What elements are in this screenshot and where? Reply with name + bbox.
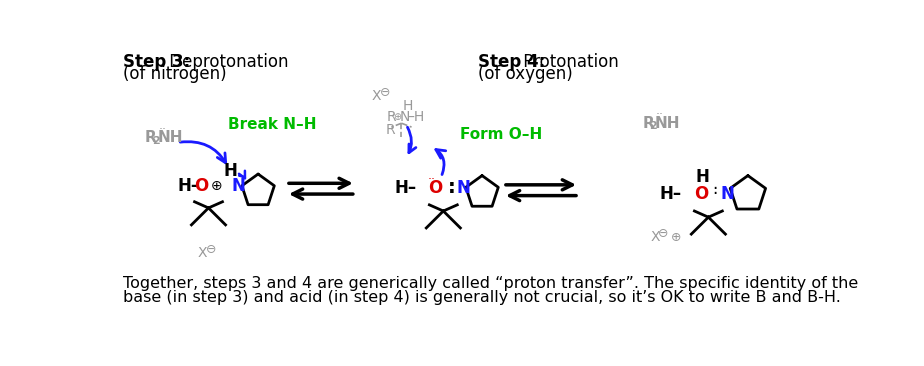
Text: Step 4:: Step 4:: [479, 53, 545, 71]
Text: R: R: [385, 123, 395, 137]
Text: 2: 2: [650, 121, 657, 131]
Text: ··: ··: [428, 173, 436, 186]
Text: :: :: [448, 178, 456, 197]
Text: R: R: [642, 116, 654, 131]
Text: –H: –H: [407, 110, 424, 124]
Text: N: N: [232, 178, 246, 195]
Text: O: O: [694, 185, 708, 203]
FancyArrowPatch shape: [407, 127, 416, 153]
Text: O: O: [195, 178, 209, 195]
Text: ··: ··: [656, 108, 663, 121]
Text: ⊖: ⊖: [380, 86, 390, 99]
Text: N: N: [399, 110, 409, 124]
Text: Break N–H: Break N–H: [228, 117, 316, 132]
Text: H–: H–: [395, 179, 417, 197]
Text: Step 3:: Step 3:: [123, 53, 190, 71]
Text: ⊕: ⊕: [211, 179, 222, 193]
Text: NH: NH: [655, 116, 680, 131]
Text: (of nitrogen): (of nitrogen): [123, 65, 227, 83]
Text: Protonation: Protonation: [518, 53, 619, 71]
FancyArrowPatch shape: [180, 142, 225, 163]
Text: H: H: [695, 168, 709, 186]
Text: R: R: [145, 130, 157, 145]
Text: H–: H–: [177, 178, 200, 195]
Text: (of oxygen): (of oxygen): [479, 65, 573, 83]
Text: NH: NH: [157, 130, 183, 145]
Text: Deprotonation: Deprotonation: [164, 53, 288, 71]
Text: R: R: [387, 110, 396, 124]
Text: ··: ··: [158, 123, 166, 136]
Text: H–: H–: [660, 185, 682, 203]
Text: N: N: [456, 179, 470, 197]
Text: ⊖: ⊖: [658, 227, 668, 240]
Text: H: H: [402, 98, 413, 112]
Text: H: H: [224, 162, 237, 180]
FancyArrowPatch shape: [239, 171, 245, 178]
Text: Together, steps 3 and 4 are generically called “proton transfer”. The specific i: Together, steps 3 and 4 are generically …: [123, 276, 858, 291]
Text: ⊖: ⊖: [206, 243, 216, 256]
Text: X: X: [650, 230, 660, 244]
Text: X: X: [371, 89, 381, 103]
Text: N: N: [720, 185, 734, 203]
Text: X: X: [198, 246, 207, 259]
Text: 2: 2: [152, 136, 160, 146]
FancyArrowPatch shape: [436, 150, 445, 175]
Text: ⊕: ⊕: [671, 231, 681, 244]
Text: ⊕: ⊕: [393, 112, 401, 122]
Text: ·: ·: [712, 180, 718, 198]
Text: base (in step 3) and acid (in step 4) is generally not crucial, so it’s OK to wr: base (in step 3) and acid (in step 4) is…: [123, 290, 841, 305]
Text: ·: ·: [712, 185, 718, 203]
Text: Form O–H: Form O–H: [460, 127, 542, 142]
Text: O: O: [428, 179, 442, 197]
